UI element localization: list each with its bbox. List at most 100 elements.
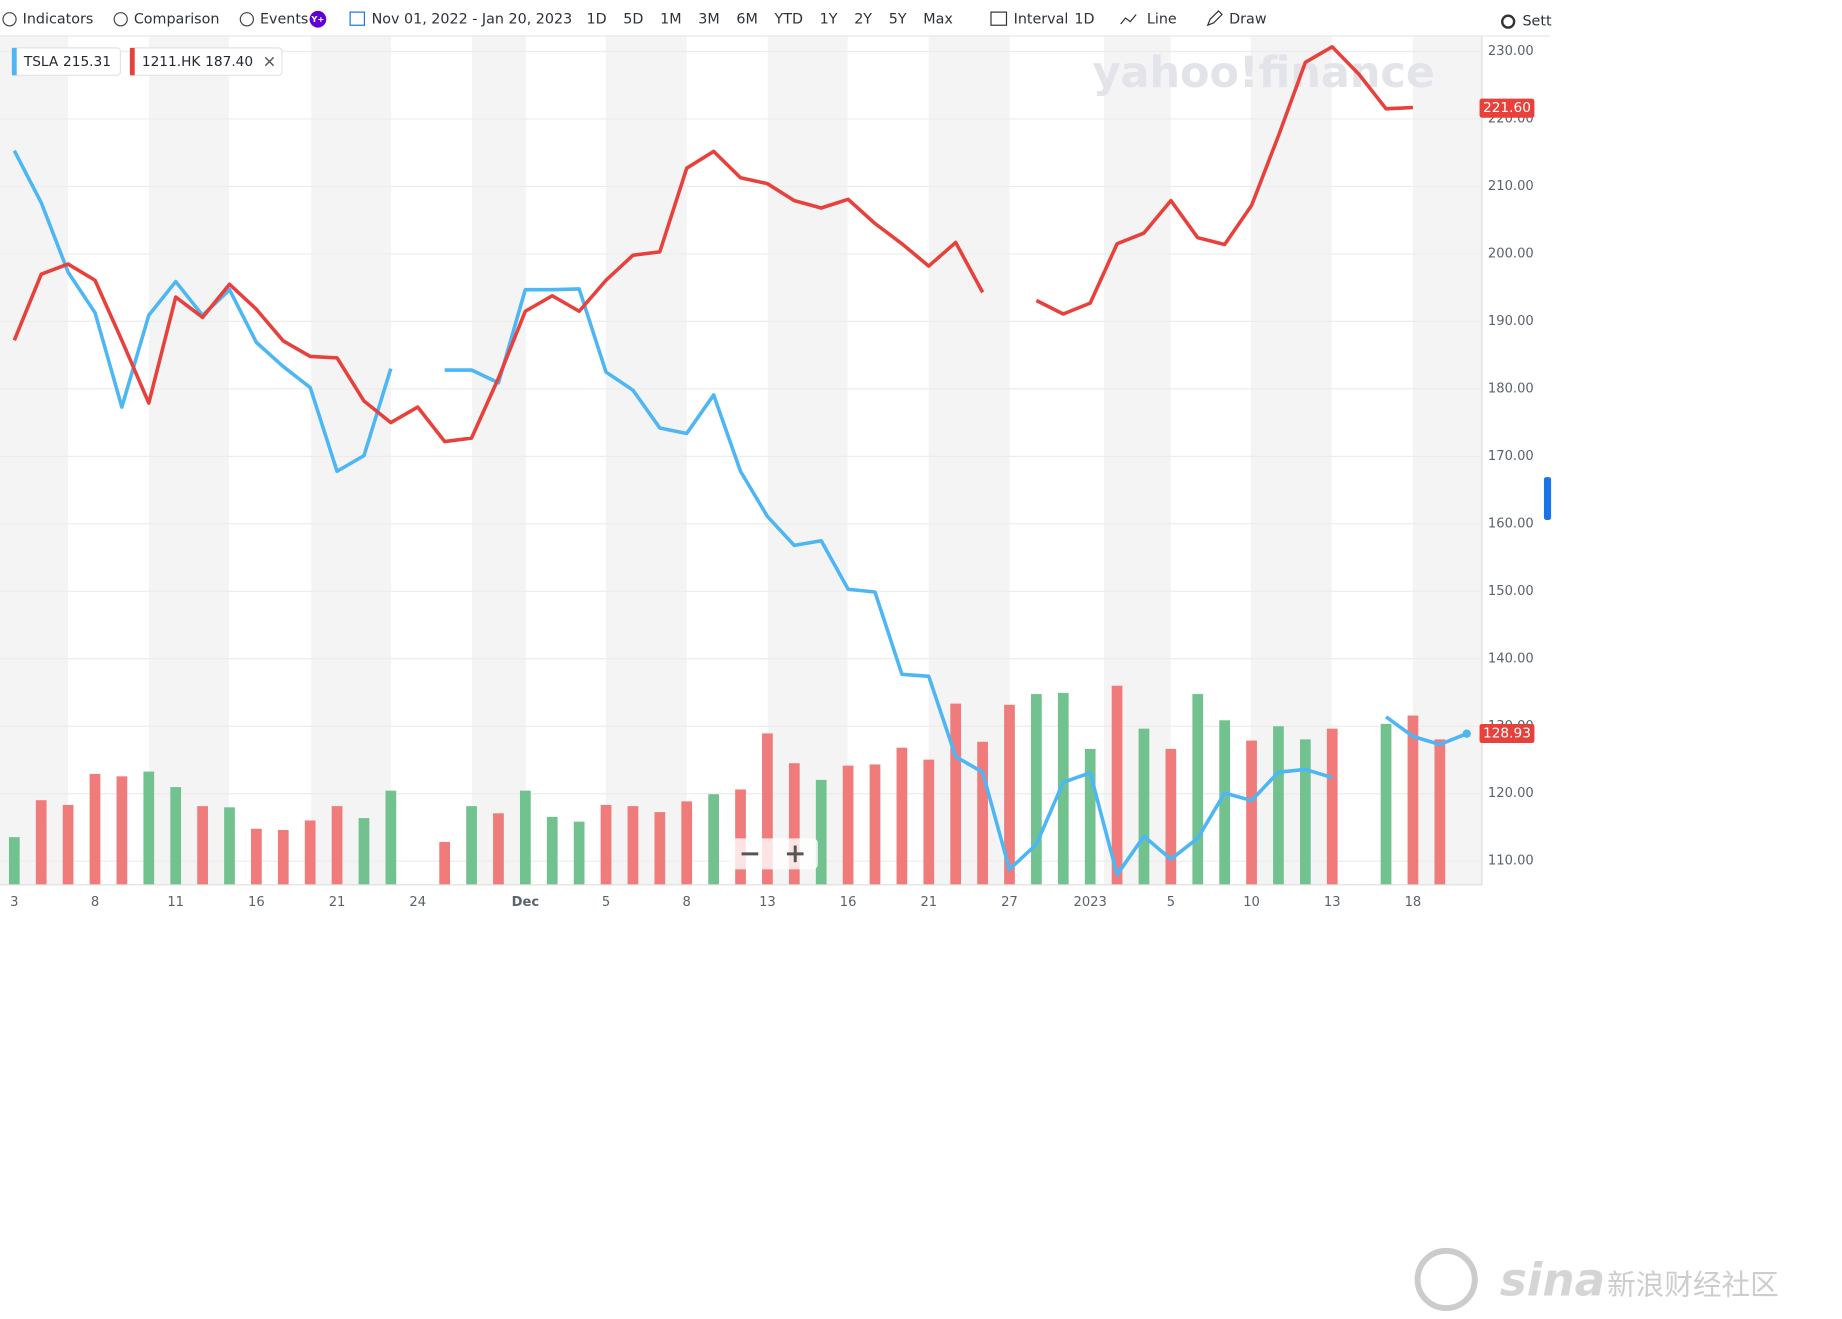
volume-bar [1273, 726, 1284, 885]
y-tick-label: 150.00 [1488, 584, 1534, 599]
x-tick-label: 13 [1324, 895, 1341, 910]
x-tick-label: 3 [10, 895, 18, 910]
legend-remove[interactable] [264, 56, 275, 67]
date-range[interactable]: Nov 01, 2022 - Jan 20, 2023 [372, 11, 573, 27]
x-tick-label: 5 [602, 895, 610, 910]
volume-bar [1219, 720, 1231, 885]
x-tick-label: Dec [512, 895, 540, 910]
volume-bar [116, 776, 128, 885]
volume-bar [1407, 715, 1419, 885]
scroll-handle[interactable] [1543, 477, 1552, 521]
volume-bar [251, 828, 262, 885]
events-badge-bg [309, 10, 327, 28]
settings-button[interactable]: Sett [1522, 14, 1551, 30]
volume-bar [681, 801, 693, 885]
volume-bar [654, 812, 666, 885]
volume-bar [358, 818, 370, 885]
toolbar-icon [239, 12, 255, 27]
x-tick-label: 21 [329, 895, 346, 910]
toolbar: Indicators Comparison Events Y+ Nov 01, 2022… [0, 10, 1552, 37]
volume-bar [896, 747, 908, 885]
volume-bar [143, 771, 155, 885]
interval-value[interactable]: 1D [1074, 11, 1094, 27]
yahoo-watermark: yahoo!finance [1093, 48, 1435, 98]
x-tick-label: 24 [409, 895, 426, 910]
sina-logo: sina [1500, 1254, 1605, 1307]
x-tick-label: 13 [759, 895, 776, 910]
volume-bar [439, 841, 451, 885]
legend-swatch [129, 47, 135, 76]
volume-bar [331, 806, 343, 885]
volume-bar [600, 804, 612, 885]
price-tag-box [1479, 723, 1535, 744]
volume-bar [385, 790, 397, 885]
y-tick-label: 200.00 [1488, 246, 1534, 261]
range-button[interactable]: 1D [587, 11, 607, 27]
legend: TSLA 215.31 1211.HK 187.40 [11, 47, 283, 76]
volume-bar [1057, 692, 1069, 885]
x-tick-label: 5 [1167, 895, 1175, 910]
volume-bar [762, 733, 773, 885]
range-button[interactable]: 1M [660, 11, 681, 27]
volume-bar [1246, 740, 1257, 885]
price-tags: 221.60 128.93 [1479, 98, 1535, 744]
range-button[interactable]: 1Y [820, 11, 838, 27]
volume-bar [1434, 739, 1446, 885]
volume-bar [170, 787, 182, 885]
events-badge: Y+ [310, 14, 324, 24]
range-button[interactable]: 5Y [889, 11, 907, 27]
volume-bar [1326, 728, 1338, 885]
volume-bar [1380, 723, 1392, 885]
range-button[interactable]: 2Y [854, 11, 872, 27]
zoom-controls[interactable] [729, 838, 818, 870]
volume-bar [788, 763, 800, 885]
volume-bar [546, 816, 558, 885]
x-tick-label: 16 [840, 895, 857, 910]
y-tick-label: 120.00 [1488, 786, 1534, 801]
draw-button[interactable]: Draw [1229, 11, 1267, 27]
x-tick-label: 8 [683, 895, 691, 910]
lines [12, 45, 1471, 877]
sina-watermark: sina 新浪财经社区 [1414, 1247, 1779, 1312]
legend-value: 215.31 [63, 54, 111, 70]
range-button[interactable]: 5D [623, 11, 643, 27]
toolbar-button[interactable]: Comparison [134, 11, 220, 27]
y-tick-label: 110.00 [1488, 854, 1534, 869]
volume-bar [466, 806, 477, 885]
range-button[interactable]: 6M [736, 11, 757, 27]
volume-bar [89, 773, 101, 885]
y-tick-label: 180.00 [1488, 381, 1534, 396]
interval-label[interactable]: Interval [1014, 11, 1069, 27]
volume-bar [35, 800, 47, 885]
toolbar-icon [113, 12, 128, 27]
y-tick-label: 230.00 [1488, 44, 1534, 59]
toolbar-button[interactable]: Indicators [23, 11, 94, 27]
price-tag-box [1479, 98, 1535, 118]
range-button[interactable]: YTD [773, 11, 802, 27]
x-tick-label: 18 [1405, 895, 1422, 910]
price-line [12, 45, 1414, 444]
volume-bar [1192, 694, 1204, 885]
x-tick-label: 16 [248, 895, 265, 910]
volume-bar [224, 807, 235, 885]
chart-style[interactable]: Line [1147, 11, 1177, 27]
volume-bar [708, 794, 719, 885]
end-dot [1462, 729, 1471, 738]
x-tick-label: 2023 [1073, 895, 1106, 910]
volume-bar [1138, 728, 1150, 885]
line-icon [1120, 14, 1137, 25]
volume-bar [815, 779, 827, 885]
range-button[interactable]: 3M [698, 11, 719, 27]
volume-bar [950, 703, 962, 885]
interval-icon [990, 11, 1008, 26]
toolbar-button[interactable]: Events [260, 11, 308, 27]
range-button[interactable]: Max [923, 11, 953, 27]
week-bands [0, 35, 1482, 885]
calendar-icon [349, 11, 366, 26]
y-tick-label: 170.00 [1488, 449, 1534, 464]
y-tick-label: 190.00 [1488, 314, 1534, 329]
volume-bar [1165, 748, 1177, 885]
legend-value: 187.40 [205, 54, 253, 70]
volume-bar [1084, 748, 1096, 885]
